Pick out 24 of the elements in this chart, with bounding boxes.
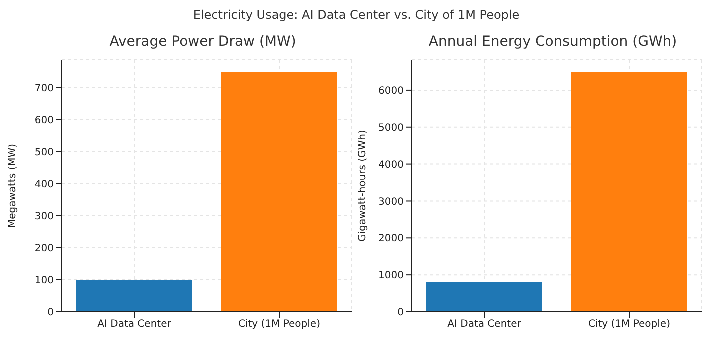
chart-title: Average Power Draw (MW) xyxy=(108,34,298,52)
y-tick-label: 100 xyxy=(34,276,54,287)
text: Electricity Usage: AI Data Center vs. City of 1M People xyxy=(193,8,520,22)
y-tick-label: 2000 xyxy=(378,234,404,245)
y-tick-label: 0 xyxy=(398,308,404,319)
x-tick-label: AI Data Center xyxy=(448,319,522,330)
x-tick-label: City (1M People) xyxy=(588,319,671,330)
y-tick-label: 4000 xyxy=(378,160,404,171)
y-tick-label: 0 xyxy=(48,308,54,319)
y-tick-label: 200 xyxy=(34,244,54,255)
y-tick-label: 5000 xyxy=(378,122,404,134)
y-axis-title: Megawatts (MW) xyxy=(8,144,19,228)
y-tick-label: 500 xyxy=(34,148,54,159)
y-tick-label: 400 xyxy=(34,180,54,191)
chart-title: Annual Energy Consumption (GWh) xyxy=(428,34,678,52)
y-tick-label: 600 xyxy=(34,116,54,127)
y-axis-title: Gigawatt-hours (GWh) xyxy=(358,130,369,242)
x-tick-label: City (1M People) xyxy=(238,319,321,330)
y-tick-label: 300 xyxy=(34,212,54,223)
y-tick-label: 700 xyxy=(34,84,54,95)
y-tick-label: 1000 xyxy=(378,270,404,282)
y-tick-label: 6000 xyxy=(378,86,404,98)
x-tick-label: AI Data Center xyxy=(98,319,172,330)
y-tick-label: 3000 xyxy=(378,196,404,208)
